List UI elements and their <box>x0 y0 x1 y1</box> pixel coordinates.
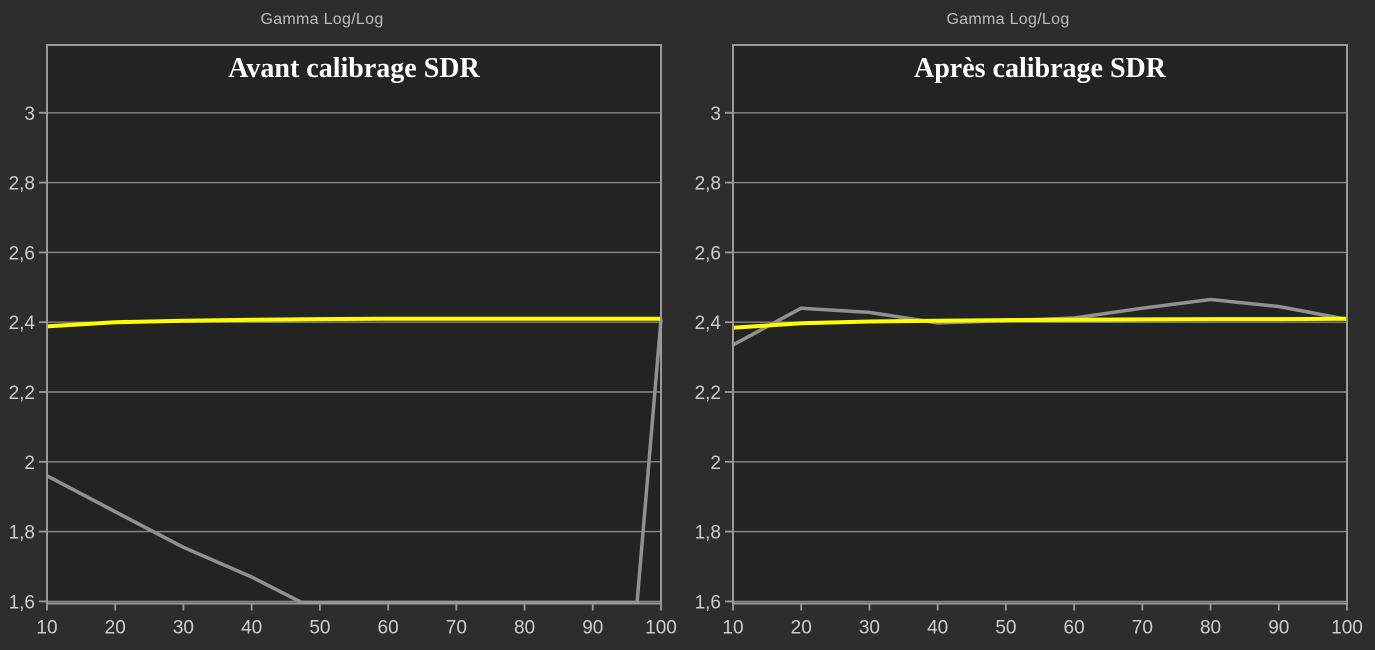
y-tick-label: 2,2 <box>695 383 721 404</box>
x-tick-label: 70 <box>1132 618 1153 639</box>
before-chart-plot: 3 2,8 2,6 2,4 2,2 2 1,8 1,610 20 30 40 50 60 70 80 90 10… <box>9 44 677 639</box>
x-tick-label: 70 <box>446 618 467 639</box>
y-tick-label: 3 <box>24 104 35 125</box>
chart-subtitle: Après calibrage SDR <box>914 53 1166 84</box>
x-tick-label: 10 <box>36 618 57 639</box>
y-tick-label: 2,4 <box>695 313 722 334</box>
y-tick-label: 1,6 <box>695 592 721 613</box>
x-tick-label: 60 <box>378 618 399 639</box>
y-tick-label: 2,8 <box>9 174 35 195</box>
y-tick-label: 2,2 <box>9 383 35 404</box>
chart-before-calibration: Gamma Log/Log 3 2,8 2,6 2,4 2,2 2 1,8 1,6 10 20 30… <box>9 11 677 639</box>
x-tick-label: 40 <box>241 618 262 639</box>
y-tick-label: 2 <box>24 453 35 474</box>
y-tick-label: 2,6 <box>9 243 35 264</box>
x-tick-label: 100 <box>645 618 677 639</box>
plot-border <box>46 44 662 605</box>
y-tick-label: 2,6 <box>695 243 721 264</box>
x-tick-label: 80 <box>1200 618 1221 639</box>
chart-title: Gamma Log/Log <box>946 11 1070 28</box>
y-tick-label: 2,8 <box>695 174 721 195</box>
x-tick-label: 10 <box>722 618 743 639</box>
x-tick-label: 90 <box>582 618 603 639</box>
y-tick-label: 1,6 <box>9 592 35 613</box>
x-tick-label: 20 <box>791 618 812 639</box>
y-tick-label: 1,8 <box>695 523 721 544</box>
x-tick-label: 90 <box>1268 618 1289 639</box>
after-chart-plot: 3 2,8 2,6 2,4 2,2 2 1,8 1,610 20 30 40 50 60 70 80 90 10… <box>695 44 1363 639</box>
chart-after-calibration: Gamma Log/Log 3 2,8 2,6 2,4 2,2 2 1,8 1,6 10 20 30… <box>686 0 1375 650</box>
y-tick-label: 2,4 <box>9 313 36 334</box>
x-tick-label: 100 <box>1331 618 1363 639</box>
y-tick-label: 3 <box>710 104 721 125</box>
y-tick-label: 2 <box>710 453 721 474</box>
x-tick-label: 40 <box>927 618 948 639</box>
x-tick-label: 30 <box>173 618 194 639</box>
chart-subtitle: Avant calibrage SDR <box>228 53 480 84</box>
x-tick-label: 30 <box>859 618 880 639</box>
series-line-gamma-target <box>732 316 1348 330</box>
series-line-gamma-target <box>46 316 661 329</box>
y-tick-label: 1,8 <box>9 523 35 544</box>
x-tick-label: 50 <box>309 618 330 639</box>
x-tick-label: 60 <box>1064 618 1085 639</box>
plot-area <box>47 45 661 604</box>
x-tick-label: 20 <box>105 618 126 639</box>
x-tick-label: 80 <box>514 618 535 639</box>
chart-title: Gamma Log/Log <box>260 11 384 28</box>
plot-border <box>732 44 1348 605</box>
x-tick-label: 50 <box>995 618 1016 639</box>
series-line-gamma-measured <box>46 319 663 605</box>
